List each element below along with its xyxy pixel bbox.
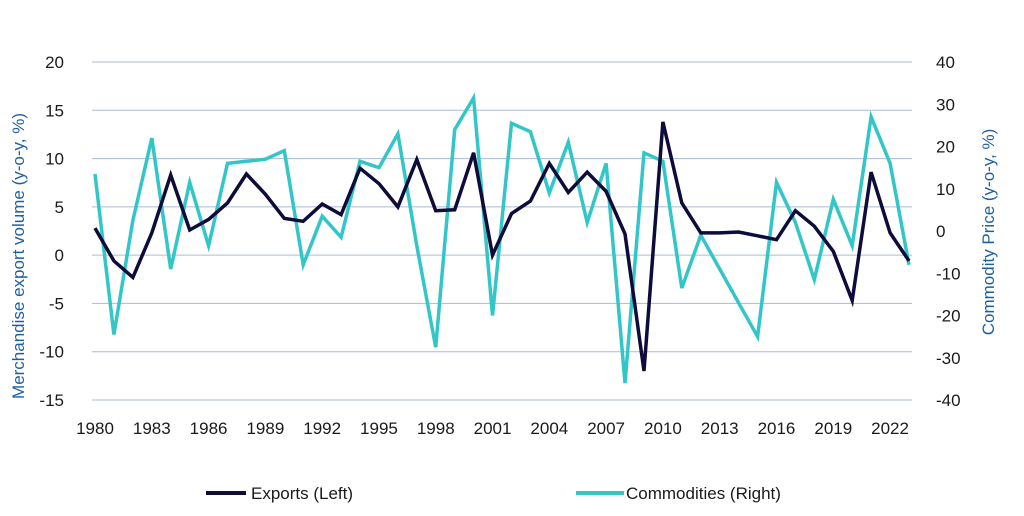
x-tick-label: 1980 — [76, 419, 114, 438]
left-axis-title: Merchandise export volume (y-o-y, %) — [9, 113, 28, 399]
left-tick-label: 0 — [55, 246, 64, 265]
x-tick-label: 2019 — [814, 419, 852, 438]
series-line-exports — [93, 121, 911, 372]
right-tick-label: -10 — [936, 264, 961, 283]
left-tick-label: 10 — [45, 150, 64, 169]
right-axis-ticks: -40 -30 -20 -10 0 10 20 30 40 — [936, 53, 961, 410]
right-tick-label: -30 — [936, 349, 961, 368]
series-line-commodities — [93, 92, 911, 384]
left-axis-ticks: -15 -10 -5 0 5 10 15 20 — [39, 53, 64, 410]
x-tick-label: 2007 — [587, 419, 625, 438]
right-tick-label: 20 — [936, 138, 955, 157]
legend: Exports (Left) Commodities (Right) — [206, 484, 781, 503]
right-tick-label: 40 — [936, 53, 955, 72]
legend-label-commodities: Commodities (Right) — [626, 484, 781, 503]
right-tick-label: -20 — [936, 307, 961, 326]
x-tick-label: 2004 — [530, 419, 568, 438]
right-tick-label: 10 — [936, 180, 955, 199]
x-tick-label: 1986 — [190, 419, 228, 438]
x-tick-label: 1998 — [417, 419, 455, 438]
x-tick-label: 2022 — [871, 419, 909, 438]
x-tick-label: 1983 — [133, 419, 171, 438]
x-tick-label: 2013 — [701, 419, 739, 438]
x-tick-label: 2001 — [474, 419, 512, 438]
legend-label-exports: Exports (Left) — [251, 484, 353, 503]
right-tick-label: -40 — [936, 391, 961, 410]
right-axis-title: Commodity Price (y-o-y, %) — [979, 129, 998, 336]
left-tick-label: -15 — [39, 391, 64, 410]
left-tick-label: -5 — [49, 294, 64, 313]
right-tick-label: 30 — [936, 95, 955, 114]
left-tick-label: -10 — [39, 343, 64, 362]
legend-item-commodities: Commodities (Right) — [576, 484, 781, 503]
x-tick-label: 2010 — [644, 419, 682, 438]
x-axis-ticks: 1980 1983 1986 1989 1992 1995 1998 2001 2004 2007… — [76, 419, 909, 438]
legend-item-exports: Exports (Left) — [206, 484, 353, 503]
x-tick-label: 1992 — [303, 419, 341, 438]
left-tick-label: 20 — [45, 53, 64, 72]
left-tick-label: 5 — [55, 198, 64, 217]
x-tick-label: 1995 — [360, 419, 398, 438]
series-lines — [93, 92, 911, 384]
left-tick-label: 15 — [45, 101, 64, 120]
x-tick-label: 1989 — [246, 419, 284, 438]
x-tick-label: 2016 — [758, 419, 796, 438]
right-tick-label: 0 — [936, 222, 945, 241]
